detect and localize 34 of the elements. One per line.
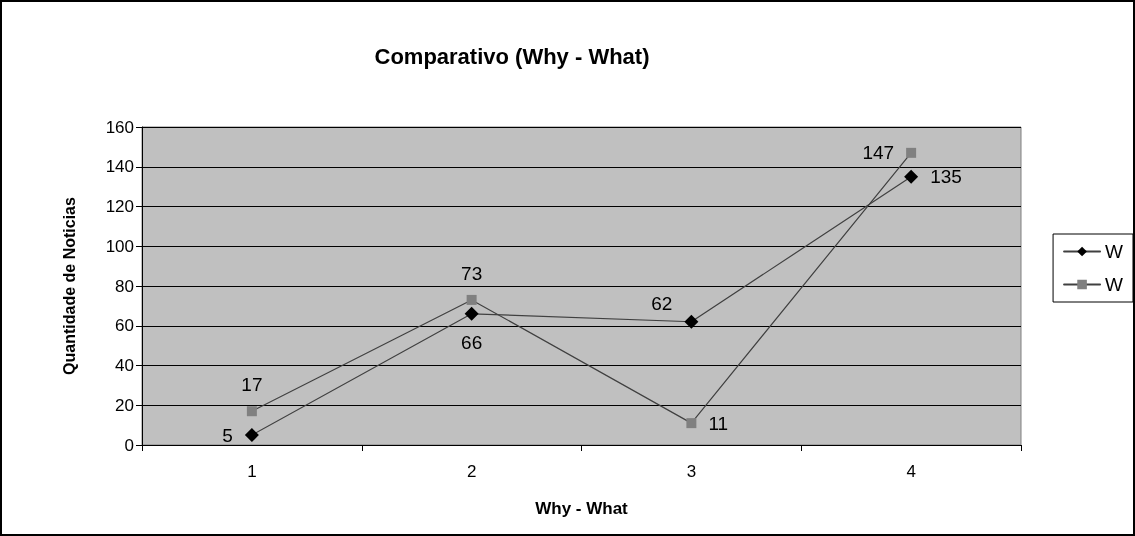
point xyxy=(904,169,919,184)
data-label: 66 xyxy=(461,331,483,353)
x-axis-title: Why - What xyxy=(535,499,629,518)
y-tick-label: 100 xyxy=(105,236,134,256)
y-tick-label: 80 xyxy=(115,276,134,296)
point xyxy=(684,314,699,329)
point xyxy=(466,294,477,305)
y-tick-label: 60 xyxy=(115,316,134,336)
y-axis-title: Quantidade de Noticias xyxy=(60,196,78,375)
point xyxy=(686,418,697,429)
data-label: 17 xyxy=(241,374,263,396)
x-tick-label: 3 xyxy=(686,462,697,481)
point xyxy=(246,406,257,417)
legend-label: W xyxy=(1105,241,1124,262)
y-tick-label: 0 xyxy=(124,435,134,455)
data-label: 135 xyxy=(930,166,962,188)
x-tick-label: 2 xyxy=(466,462,477,481)
x-tick-label: 4 xyxy=(906,462,916,481)
y-tick-label: 120 xyxy=(105,197,134,216)
y-tick-label: 160 xyxy=(105,117,134,137)
x-tick-label: 1 xyxy=(247,462,257,481)
data-label: 147 xyxy=(862,142,895,164)
point xyxy=(906,147,917,158)
y-tick-label: 140 xyxy=(105,157,134,177)
data-label: 5 xyxy=(222,424,233,446)
point xyxy=(244,428,259,443)
legend-label: W xyxy=(1105,274,1124,295)
data-label: 73 xyxy=(461,262,483,284)
data-label: 62 xyxy=(651,293,673,315)
point xyxy=(464,306,479,321)
y-tick-label: 20 xyxy=(115,395,134,415)
chart-title: Comparativo (Why - What) xyxy=(374,43,650,69)
data-label: 11 xyxy=(708,412,729,434)
y-tick-label: 40 xyxy=(115,356,134,375)
